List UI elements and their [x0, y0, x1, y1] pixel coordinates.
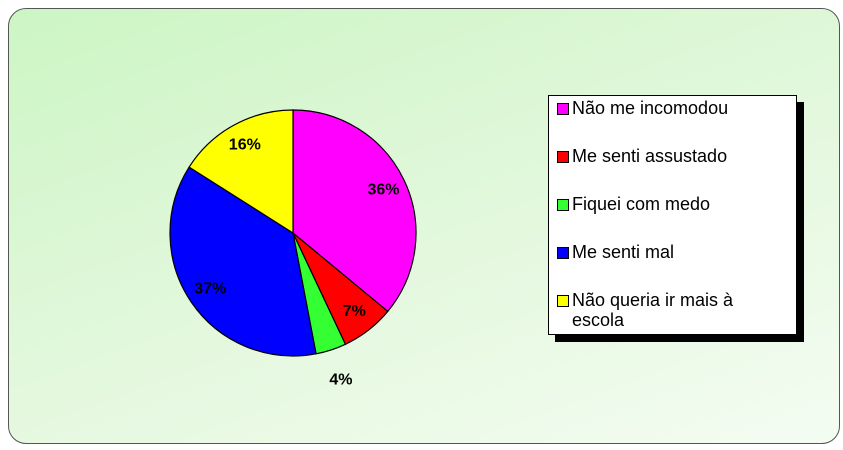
- pie-slice: [169, 166, 317, 357]
- data-label: 4%: [329, 372, 352, 389]
- legend: Não me incomodou Me senti assustado Fiquei…: [548, 95, 797, 335]
- pie-slice: [292, 109, 417, 313]
- legend-label: Me senti assustado: [572, 146, 728, 166]
- legend-item: Não me incomodou: [557, 98, 787, 118]
- legend-swatch: [557, 295, 569, 307]
- legend-swatch: [557, 103, 569, 115]
- legend-item: Não queria ir mais à escola: [557, 290, 787, 330]
- data-label: 36%: [367, 182, 399, 199]
- legend-item: Me senti mal: [557, 242, 787, 262]
- legend-label: Fiquei com medo: [572, 194, 711, 214]
- data-label: 7%: [343, 303, 366, 320]
- legend-swatch: [557, 199, 569, 211]
- data-label: 16%: [229, 137, 261, 154]
- legend-swatch: [557, 247, 569, 259]
- legend-swatch: [557, 151, 569, 163]
- legend-label: Não queria ir mais à escola: [572, 290, 734, 330]
- data-label: 37%: [194, 280, 226, 297]
- legend-item: Fiquei com medo: [557, 194, 787, 214]
- legend-item: Me senti assustado: [557, 146, 787, 166]
- pie-slice: [188, 109, 294, 235]
- legend-label: Me senti mal: [572, 242, 675, 262]
- legend-label: Não me incomodou: [572, 98, 729, 118]
